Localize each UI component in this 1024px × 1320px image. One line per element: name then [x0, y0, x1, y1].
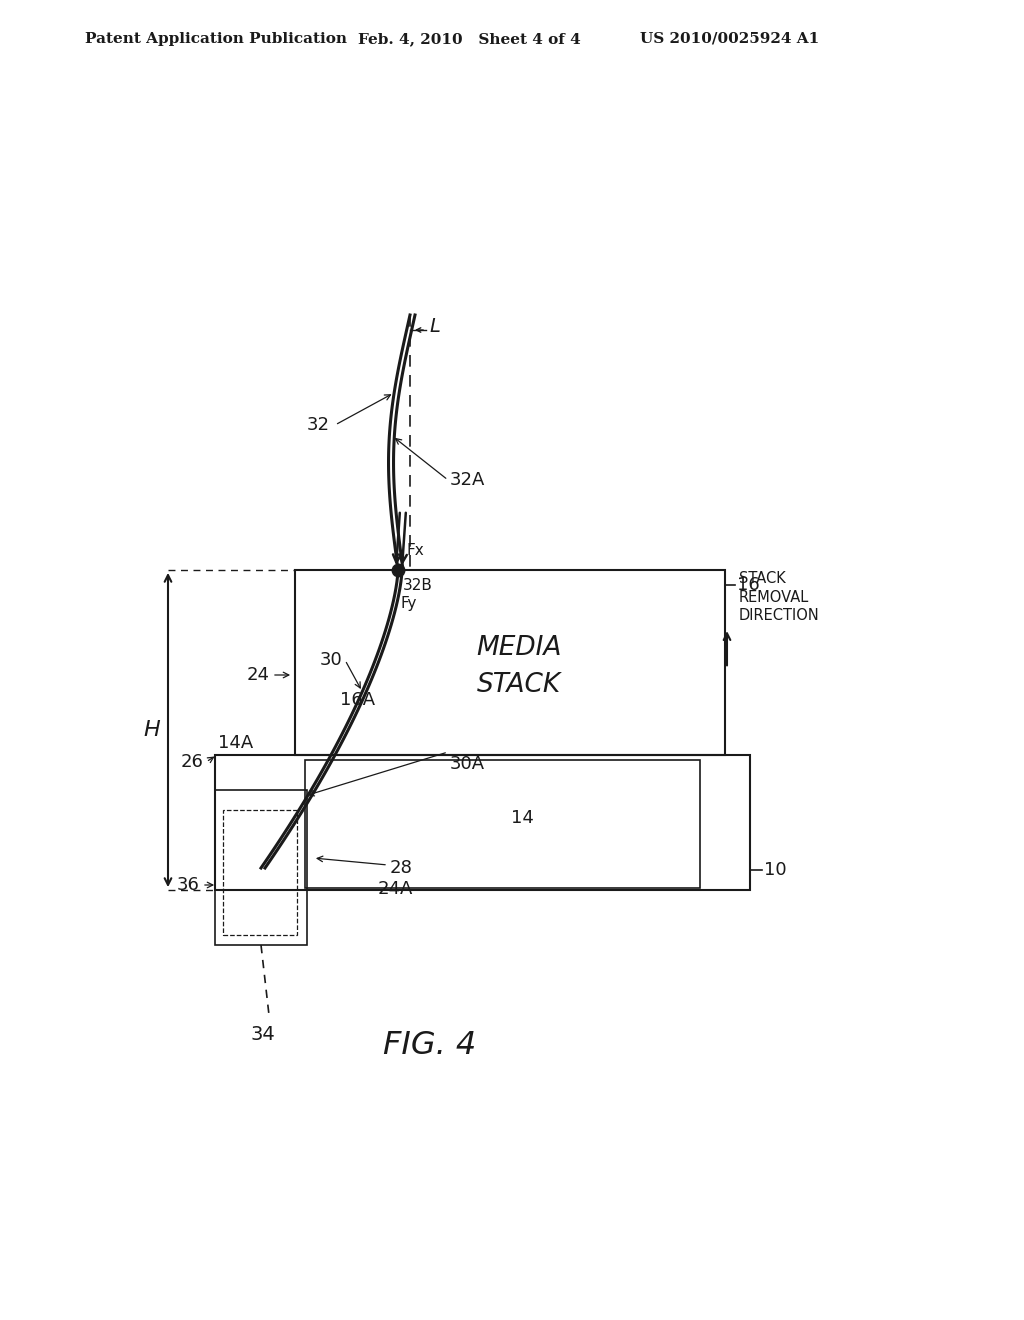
Text: 10: 10: [764, 861, 786, 879]
Text: 32: 32: [307, 416, 330, 434]
Text: 28: 28: [390, 859, 413, 876]
Text: Fx: Fx: [406, 543, 424, 558]
Text: Patent Application Publication: Patent Application Publication: [85, 32, 347, 46]
Text: 24: 24: [247, 667, 270, 684]
Bar: [215, 755, 750, 890]
Text: 16: 16: [737, 576, 760, 594]
Text: 24A: 24A: [378, 880, 414, 898]
Text: Feb. 4, 2010   Sheet 4 of 4: Feb. 4, 2010 Sheet 4 of 4: [358, 32, 581, 46]
Text: H: H: [143, 719, 160, 741]
Text: 14A: 14A: [218, 734, 253, 752]
Text: Fy: Fy: [401, 597, 418, 611]
Text: STACK
REMOVAL
DIRECTION: STACK REMOVAL DIRECTION: [739, 572, 820, 623]
Text: 26: 26: [181, 752, 204, 771]
Bar: [305, 760, 700, 888]
Text: 34: 34: [251, 1026, 275, 1044]
Text: 30: 30: [319, 651, 342, 669]
Text: MEDIA: MEDIA: [476, 635, 561, 661]
Text: US 2010/0025924 A1: US 2010/0025924 A1: [640, 32, 819, 46]
Text: 32B: 32B: [403, 578, 433, 593]
Text: 32A: 32A: [450, 471, 485, 488]
Text: STACK: STACK: [476, 672, 561, 698]
Bar: [295, 570, 725, 755]
Bar: [223, 810, 297, 935]
Text: FIG. 4: FIG. 4: [383, 1030, 476, 1060]
Text: L: L: [429, 318, 440, 337]
Text: 30A: 30A: [450, 755, 485, 774]
Text: 36: 36: [177, 876, 200, 894]
Text: 16A: 16A: [340, 690, 375, 709]
Bar: [215, 789, 307, 945]
Text: 14: 14: [511, 809, 534, 826]
